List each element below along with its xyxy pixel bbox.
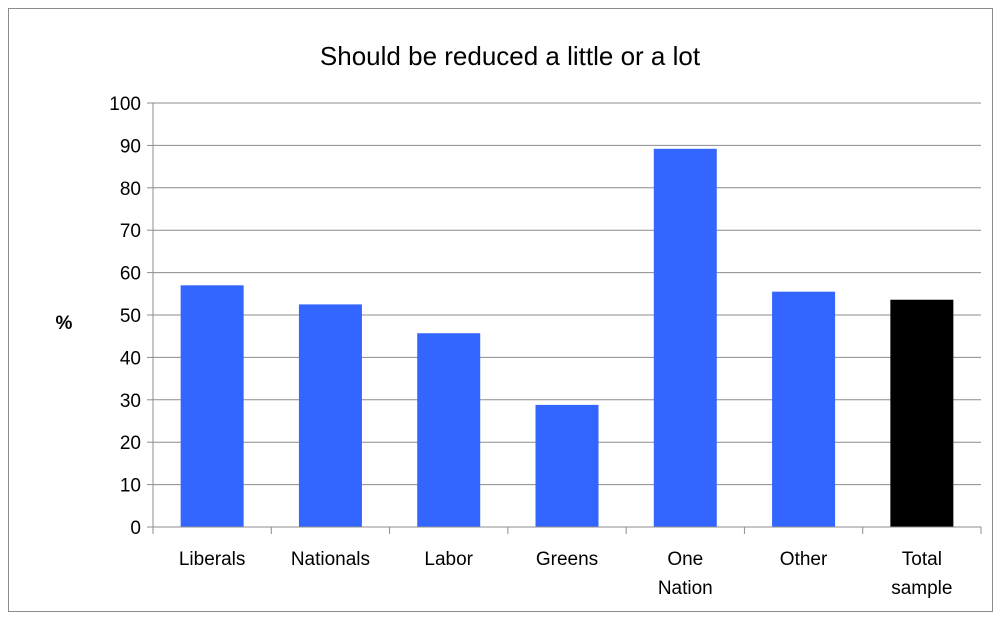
y-tick-label: 10 [120,476,141,497]
y-tick-label: 50 [120,306,141,327]
bar-labor [417,333,481,527]
x-category-label: Nationals [291,549,370,570]
x-category-label: Labor [424,549,473,570]
y-tick-label: 100 [109,94,141,115]
bar-nationals [298,304,362,527]
bar-liberals [180,285,244,527]
axes [147,102,982,534]
x-category-label: sample [891,578,952,599]
y-tick-label: 60 [120,264,141,285]
gridlines [153,102,981,486]
y-tick-labels: 0 10 20 30 40 50 60 70 80 90 100 [109,94,141,539]
bars [180,148,954,528]
x-category-label: Liberals [179,549,246,570]
x-category-label: One [667,549,703,570]
chart-frame: Should be reduced a little or a lot % 0 1… [8,8,993,612]
y-tick-label: 30 [120,391,141,412]
x-category-label: Greens [536,549,598,570]
x-category-label: Other [780,549,828,570]
y-axis-label: % [56,313,73,334]
bar-total-sample [890,299,954,527]
bar-chart: Should be reduced a little or a lot % 0 1… [56,41,982,599]
y-tick-label: 20 [120,433,141,454]
chart-title: Should be reduced a little or a lot [320,41,701,71]
y-tick-label: 80 [120,179,141,200]
x-category-label: Nation [658,578,713,599]
y-tick-label: 70 [120,221,141,242]
y-tick-label: 40 [120,348,141,369]
bar-greens [535,404,599,527]
bar-other [772,291,836,527]
y-tick-label: 90 [120,136,141,157]
y-tick-label: 0 [130,518,141,539]
x-tick-labels: Liberals Nationals Labor Greens One Nation Oth… [179,549,953,599]
x-category-label: Total [902,549,942,570]
bar-one-nation [653,148,717,528]
